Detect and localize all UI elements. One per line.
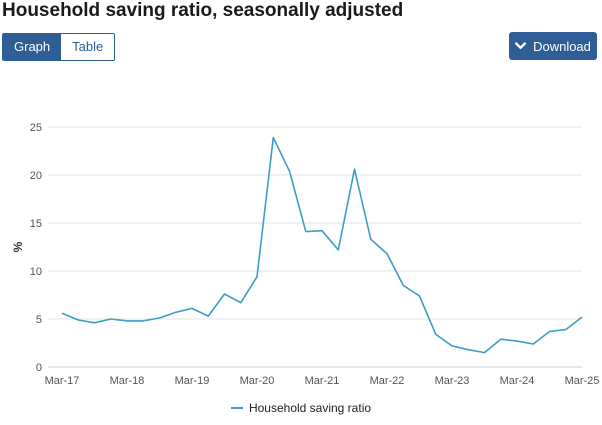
graph-tab[interactable]: Graph bbox=[3, 34, 62, 60]
series-line-household-saving-ratio[interactable] bbox=[61, 136, 583, 354]
y-tick-label: 15 bbox=[30, 218, 42, 230]
x-tick-label: Mar-20 bbox=[240, 375, 275, 387]
x-tick-label: Mar-22 bbox=[370, 375, 405, 387]
x-tick-label: Mar-25 bbox=[565, 375, 600, 387]
chart-title: Household saving ratio, seasonally adjus… bbox=[2, 0, 404, 21]
legend-label: Household saving ratio bbox=[248, 401, 372, 415]
y-tick-label: 20 bbox=[30, 170, 42, 182]
grid-lines bbox=[48, 126, 582, 368]
x-tick-label: Mar-18 bbox=[110, 375, 145, 387]
y-tick-label: 25 bbox=[30, 122, 42, 134]
y-axis-ticks: 0 5 10 15 20 25 bbox=[30, 122, 42, 374]
series-layer bbox=[61, 136, 583, 354]
x-tick-label: Mar-23 bbox=[435, 375, 470, 387]
x-axis-ticks: Mar-17 Mar-18 Mar-19 Mar-20 Mar-21 Mar-22 Mar-… bbox=[45, 375, 600, 387]
legend[interactable]: Household saving ratio bbox=[0, 401, 602, 415]
chevron-down-icon bbox=[515, 42, 527, 50]
x-tick-label: Mar-21 bbox=[305, 375, 340, 387]
y-tick-label: 0 bbox=[36, 362, 42, 374]
legend-swatch bbox=[230, 407, 243, 409]
x-tick-label: Mar-24 bbox=[500, 375, 535, 387]
x-tick-label: Mar-17 bbox=[45, 375, 80, 387]
y-tick-label: 5 bbox=[36, 314, 42, 326]
y-axis-label: % bbox=[11, 241, 25, 252]
y-tick-label: 10 bbox=[30, 266, 42, 278]
download-button[interactable]: Download bbox=[509, 32, 597, 60]
download-label: Download bbox=[533, 38, 591, 54]
table-tab[interactable]: Table bbox=[61, 34, 115, 60]
view-toggle: Graph Table bbox=[2, 33, 116, 61]
x-tick-label: Mar-19 bbox=[175, 375, 210, 387]
